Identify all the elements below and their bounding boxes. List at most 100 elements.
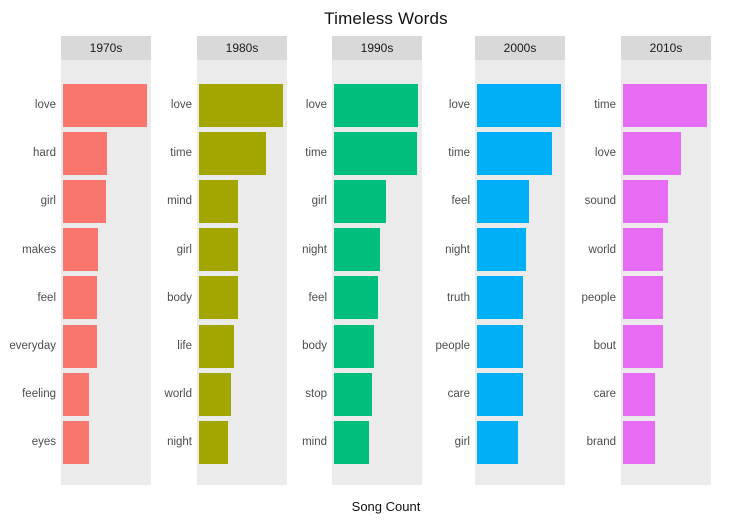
word-label-night: night — [445, 243, 470, 256]
word-label-girl: girl — [176, 243, 192, 256]
bar-row — [63, 81, 151, 129]
bar-row — [623, 274, 711, 322]
bar-2000s-night — [477, 228, 527, 272]
word-label-people: people — [435, 340, 470, 353]
word-label-mind: mind — [167, 195, 192, 208]
word-label-stop: stop — [305, 388, 327, 401]
bar-row — [623, 226, 711, 274]
bar-row — [63, 226, 151, 274]
bar-2010s-love — [623, 131, 682, 175]
word-label-love: love — [170, 99, 192, 112]
bar-1970s-feel — [63, 276, 97, 320]
chart-title: Timeless Words — [324, 9, 448, 28]
word-label-feeling: feeling — [22, 388, 56, 401]
facet-1970s: love hard girl makes feel everyday feeling eyes… — [0, 36, 151, 485]
word-label-world: world — [588, 243, 616, 256]
facet-2000s: love time feel night truth people care girl 200… — [422, 36, 565, 485]
word-label-body: body — [302, 340, 327, 353]
facet-strip-label: 2010s — [649, 41, 683, 55]
facet-strip-label: 1980s — [225, 41, 259, 55]
bar-1980s-mind — [199, 179, 238, 223]
word-label-feel: feel — [451, 195, 470, 208]
bar-1980s-night — [199, 420, 228, 464]
bar-2000s-people — [477, 324, 524, 368]
bar-1990s-love — [334, 83, 419, 127]
facet-word-labels: love time mind girl body life world night — [151, 36, 197, 485]
bar-2010s-world — [623, 228, 663, 272]
bar-row — [477, 418, 565, 466]
word-label-bout: bout — [593, 340, 616, 353]
bar-1980s-love — [199, 83, 284, 127]
facet-word-labels: love time feel night truth people care girl — [422, 36, 475, 485]
bar-1970s-eyes — [63, 420, 90, 464]
bar-row — [334, 322, 422, 370]
bar-2000s-time — [477, 131, 553, 175]
bar-row — [477, 177, 565, 225]
facet-panel-column: 2010s — [621, 36, 711, 485]
bar-row — [477, 274, 565, 322]
bar-row — [623, 418, 711, 466]
word-label-everyday: everyday — [9, 340, 56, 353]
facet-1980s: love time mind girl body life world night 1980s — [151, 36, 287, 485]
bar-1980s-life — [199, 324, 235, 368]
word-label-love: love — [305, 99, 327, 112]
facet-panel — [475, 60, 565, 485]
bar-1970s-girl — [63, 179, 107, 223]
facet-strip: 1970s — [61, 36, 151, 60]
facet-panel — [197, 60, 287, 485]
word-label-time: time — [170, 147, 192, 160]
bar-row — [199, 81, 287, 129]
bar-2010s-sound — [623, 179, 668, 223]
facet-word-labels: time love sound world people bout care brand — [565, 36, 621, 485]
bar-row — [623, 370, 711, 418]
bar-row — [623, 177, 711, 225]
word-label-life: life — [177, 340, 192, 353]
word-label-makes: makes — [22, 243, 56, 256]
bar-2000s-girl — [477, 420, 519, 464]
word-label-night: night — [302, 243, 327, 256]
facet-strip: 1990s — [332, 36, 422, 60]
facet-panel — [61, 60, 151, 485]
bar-1980s-body — [199, 276, 238, 320]
bar-row — [334, 370, 422, 418]
bar-1990s-feel — [334, 276, 378, 320]
word-label-time: time — [594, 99, 616, 112]
bar-row — [623, 129, 711, 177]
word-label-love: love — [34, 99, 56, 112]
bar-row — [63, 177, 151, 225]
bar-row — [63, 370, 151, 418]
bar-1970s-everyday — [63, 324, 97, 368]
bar-1980s-world — [199, 372, 232, 416]
word-label-time: time — [305, 147, 327, 160]
word-label-eyes: eyes — [31, 436, 56, 449]
bar-1990s-night — [334, 228, 381, 272]
facet-word-labels: love time girl night feel body stop mind — [287, 36, 332, 485]
bar-row — [199, 177, 287, 225]
bar-row — [623, 81, 711, 129]
bar-row — [334, 274, 422, 322]
word-label-sound: sound — [584, 195, 616, 208]
bar-2000s-love — [477, 83, 562, 127]
word-label-girl: girl — [40, 195, 56, 208]
bar-1970s-makes — [63, 228, 98, 272]
bar-row — [477, 322, 565, 370]
bar-1990s-time — [334, 131, 417, 175]
bar-1970s-hard — [63, 131, 107, 175]
word-label-mind: mind — [302, 436, 327, 449]
facet-panel-column: 1980s — [197, 36, 287, 485]
bar-2000s-care — [477, 372, 524, 416]
word-label-love: love — [448, 99, 470, 112]
facet-row: love hard girl makes feel everyday feeling eyes… — [0, 36, 740, 485]
bar-row — [334, 81, 422, 129]
bar-row — [63, 274, 151, 322]
facet-panel — [621, 60, 711, 485]
bar-1990s-mind — [334, 420, 370, 464]
bar-row — [199, 370, 287, 418]
bar-row — [199, 322, 287, 370]
bar-row — [199, 226, 287, 274]
bar-2010s-people — [623, 276, 663, 320]
bar-row — [623, 322, 711, 370]
facet-strip-label: 1970s — [89, 41, 123, 55]
word-label-body: body — [167, 291, 192, 304]
